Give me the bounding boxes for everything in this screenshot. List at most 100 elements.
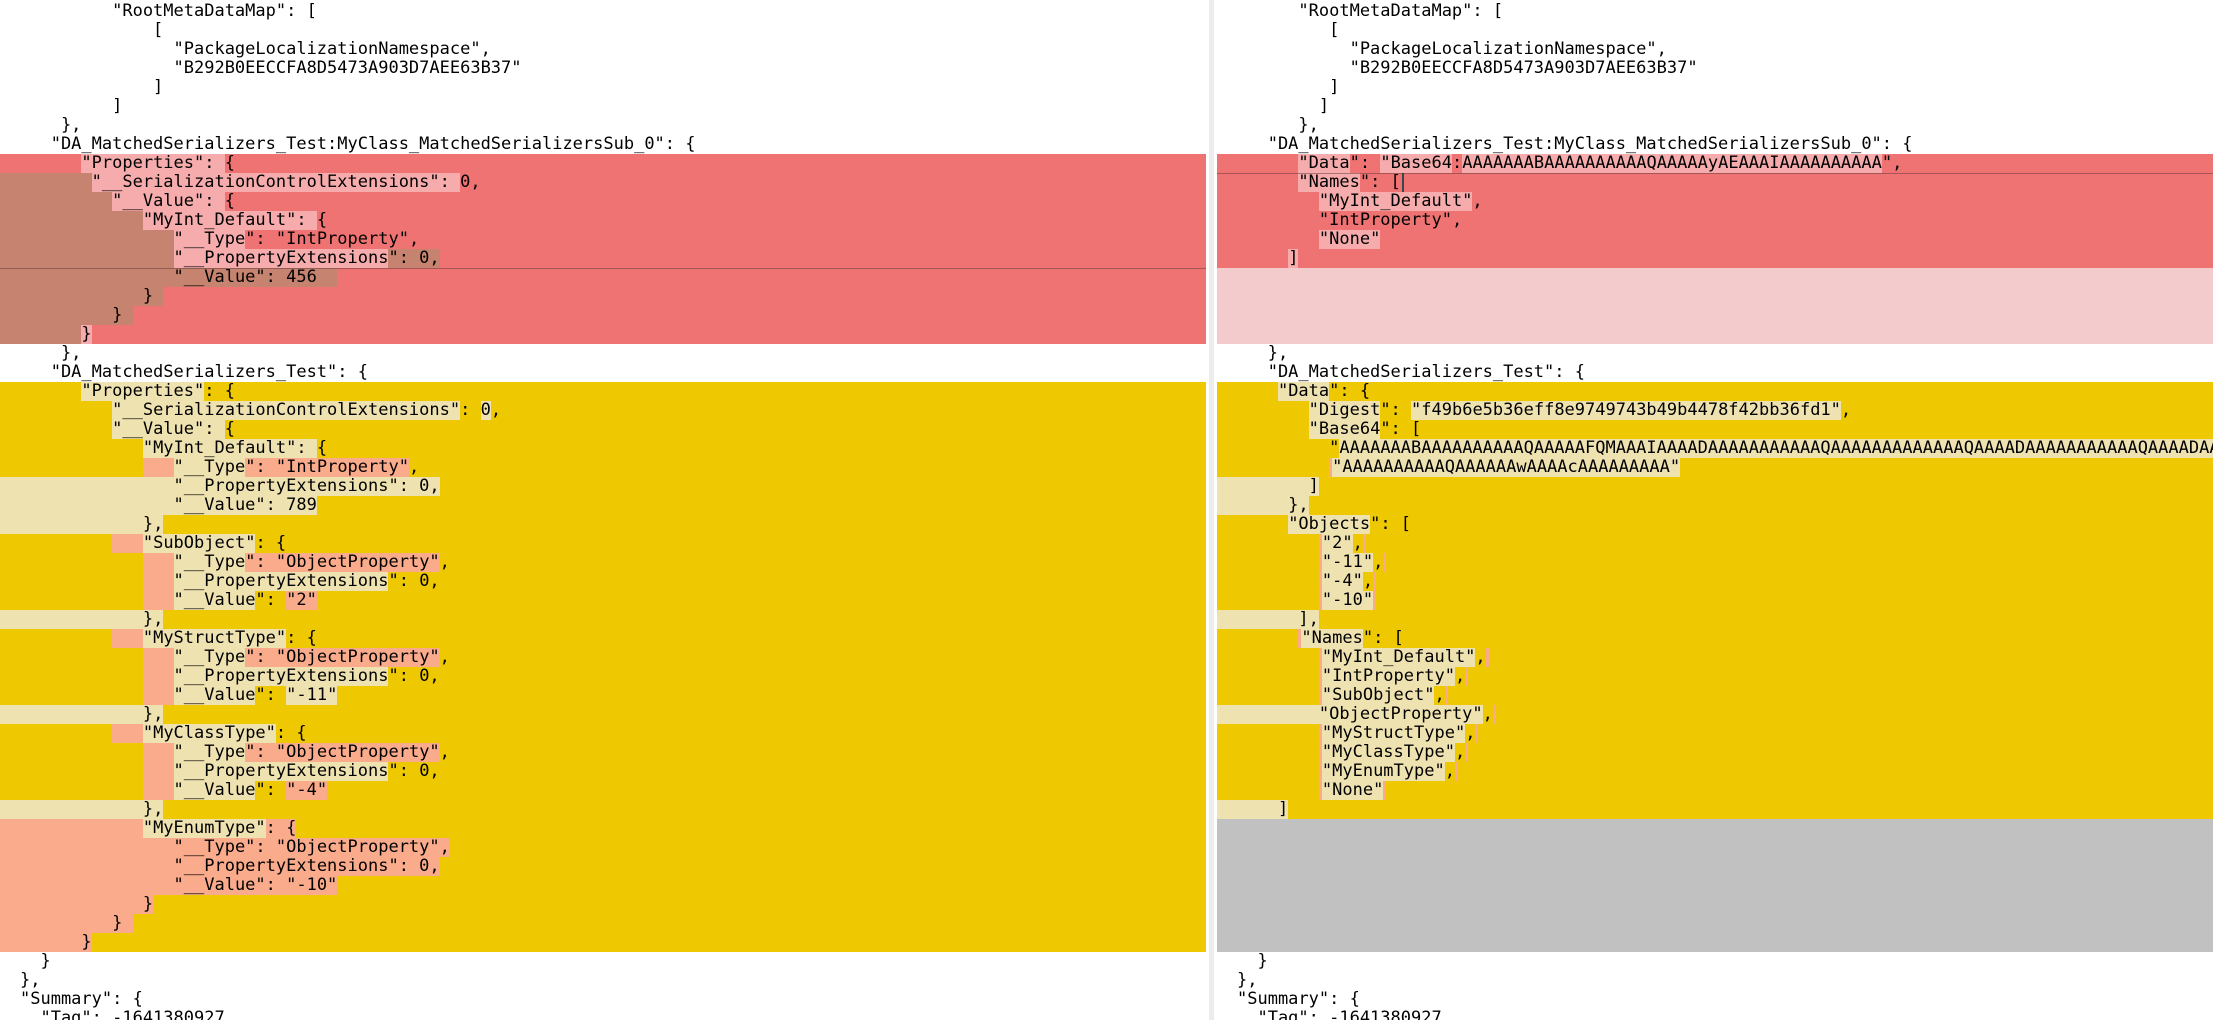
- code-segment: "__PropertyExtensions: [173, 249, 389, 268]
- code-segment: "Summary": {: [1237, 990, 1360, 1009]
- code-segment: ": "ObjectProperty": [245, 648, 440, 667]
- code-segment: [0, 458, 143, 477]
- code-segment: ": [: [1359, 173, 1401, 192]
- code-line: "ObjectProperty",: [1217, 705, 2213, 724]
- code-segment: [1217, 743, 1319, 762]
- code-line: },: [0, 116, 1206, 135]
- code-line: "Tag": -1641380927,: [0, 1009, 1206, 1020]
- code-segment: "DA_MatchedSerializers_Test:MyClass_Matc…: [20, 135, 696, 154]
- code-line: },: [1217, 116, 2213, 135]
- code-line: [1217, 268, 2213, 287]
- code-segment: :: [460, 401, 481, 420]
- code-line: },: [0, 515, 1206, 534]
- code-segment: [1217, 781, 1319, 800]
- diff-mark: [1298, 629, 1302, 648]
- code-segment: [0, 629, 112, 648]
- code-segment: "Names: [1298, 173, 1360, 192]
- code-line: "PackageLocalizationNamespace",: [0, 40, 1206, 59]
- code-segment: [0, 401, 112, 420]
- code-segment: ]: [1308, 477, 1319, 496]
- diff-mark: [1318, 743, 1322, 762]
- diff-mark: [1318, 762, 1322, 781]
- code-segment: [0, 914, 113, 933]
- diff-mark: [1318, 667, 1322, 686]
- code-segment: [112, 724, 143, 743]
- code-line: "MyClassType",: [1217, 743, 2213, 762]
- code-segment: [112, 629, 143, 648]
- left-file-pane[interactable]: "RootMetaDataMap": [ [ "PackageLocalizat…: [0, 0, 1206, 1020]
- code-line: "__Value": "-10": [0, 876, 1206, 895]
- code-line: "None": [1217, 230, 2213, 249]
- code-line: [1217, 857, 2213, 876]
- diff-mark: [1465, 667, 1469, 686]
- code-segment: [0, 648, 143, 667]
- code-segment: {: [316, 439, 328, 458]
- code-segment: "Properties":: [81, 154, 225, 173]
- code-segment: }: [81, 933, 92, 952]
- code-segment: [0, 249, 174, 268]
- code-line: "MyInt_Default",: [1217, 192, 2213, 211]
- code-segment: ",: [1881, 154, 1903, 173]
- code-segment: },: [142, 610, 164, 629]
- code-segment: "2": [286, 591, 317, 610]
- code-segment: [0, 287, 143, 306]
- code-segment: "__Type": "ObjectProperty",: [173, 838, 450, 857]
- code-segment: ]: [20, 97, 123, 116]
- code-segment: [1217, 192, 1319, 211]
- code-segment: [0, 724, 112, 743]
- diff-mark: [1318, 686, 1322, 705]
- code-line: "MyEnumType",: [1217, 762, 2213, 781]
- code-segment: [0, 534, 112, 553]
- code-segment: "__Type: [173, 230, 246, 249]
- code-segment: ": "ObjectProperty": [245, 553, 440, 572]
- code-segment: "RootMetaDataMap": [: [20, 2, 317, 21]
- pane-divider[interactable]: [1206, 0, 1217, 1020]
- code-line: ]: [1217, 800, 2213, 819]
- code-line: ]: [1217, 97, 2213, 116]
- code-segment: "__PropertyExtensions": 0,: [173, 477, 440, 496]
- diff-mark: [1485, 648, 1489, 667]
- code-segment: ,: [408, 458, 420, 477]
- code-segment: "__Value: [173, 591, 256, 610]
- code-segment: ":: [1380, 401, 1412, 420]
- code-segment: "-4": [286, 781, 328, 800]
- code-segment: ": [: [1370, 515, 1412, 534]
- code-segment: [1217, 686, 1319, 705]
- code-segment: [142, 553, 174, 572]
- code-line: ],: [1217, 610, 2213, 629]
- code-line: [1217, 306, 2213, 325]
- code-segment: ,: [1444, 762, 1455, 781]
- text-caret: [1401, 173, 1404, 192]
- code-segment: [0, 876, 174, 895]
- code-segment: "__PropertyExtensions: [173, 762, 389, 781]
- code-segment: },: [1237, 116, 1319, 135]
- code-segment: [1217, 382, 1278, 401]
- code-segment: [0, 382, 81, 401]
- code-segment: ,: [1465, 724, 1476, 743]
- code-line: "IntProperty",: [1217, 211, 2213, 230]
- code-segment: "__Value": "-10": [173, 876, 338, 895]
- right-file-pane[interactable]: "RootMetaDataMap": [ [ "PackageLocalizat…: [1217, 0, 2213, 1020]
- code-line: },: [0, 705, 1206, 724]
- code-segment: [0, 743, 143, 762]
- diff-mark: [1329, 458, 1333, 477]
- code-segment: "MyInt_Default": [1318, 192, 1473, 211]
- diff-mark: [1444, 686, 1448, 705]
- code-line: },: [0, 344, 1206, 363]
- code-segment: [142, 572, 174, 591]
- code-segment: AAAAAAABAAAAAAAAAAQAAAAAFQMAAAIAAAADAAAA…: [1339, 439, 2213, 458]
- code-segment: [0, 781, 143, 800]
- code-line: [1217, 914, 2213, 933]
- code-segment: [1217, 401, 1309, 420]
- code-line: "Summary": {: [1217, 990, 2213, 1009]
- code-segment: ,: [1454, 743, 1466, 762]
- code-line: "B292B0EECCFA8D5473A903D7AEE63B37": [1217, 59, 2213, 78]
- code-line: }: [0, 933, 1206, 952]
- code-segment: [0, 572, 143, 591]
- diff-mark: [1492, 705, 1496, 724]
- code-segment: [1217, 572, 1319, 591]
- code-segment: "__Value": 456: [173, 268, 338, 287]
- code-line: "Data": {: [1217, 382, 2213, 401]
- code-segment: ,: [439, 553, 450, 572]
